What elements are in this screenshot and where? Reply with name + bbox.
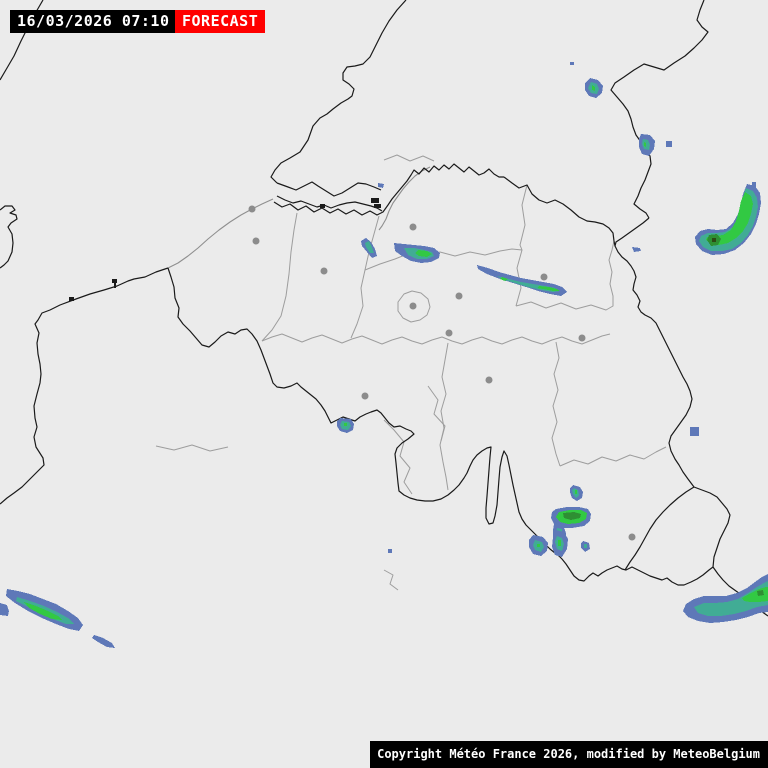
precip-cell-blue bbox=[666, 141, 672, 147]
city-dot bbox=[409, 223, 417, 231]
precip-cell-green bbox=[24, 602, 62, 620]
province-border bbox=[261, 333, 611, 345]
precip-cell-green bbox=[592, 85, 595, 91]
city-dot bbox=[485, 376, 493, 384]
copyright-bar: Copyright Météo France 2026, modified by… bbox=[370, 741, 768, 768]
precip-cell-blue bbox=[388, 549, 392, 553]
precip-cell-green bbox=[706, 192, 753, 245]
country-border bbox=[610, 0, 709, 219]
precip-cell-blue bbox=[570, 62, 574, 65]
province-border bbox=[350, 215, 380, 339]
forecast-badge: FORECAST bbox=[175, 10, 266, 33]
precip-cell-teal bbox=[584, 544, 587, 548]
country-border bbox=[273, 163, 504, 216]
city-dot bbox=[252, 237, 260, 245]
country-border bbox=[276, 195, 383, 212]
country-border bbox=[0, 205, 18, 269]
country-border bbox=[503, 176, 616, 247]
city-dot bbox=[628, 533, 636, 541]
city-dot bbox=[248, 205, 256, 213]
province-border bbox=[397, 290, 431, 323]
coast-mark bbox=[320, 204, 325, 208]
coastline-gray bbox=[378, 166, 431, 231]
city-dot bbox=[361, 392, 369, 400]
precip-cell-blue bbox=[632, 247, 641, 252]
precip-cell-green bbox=[575, 490, 577, 494]
precip-cell-blue bbox=[92, 635, 115, 648]
coast-mark bbox=[374, 204, 381, 208]
precip-cell-green bbox=[558, 540, 561, 546]
precip-cell-blue bbox=[0, 603, 9, 616]
province-border bbox=[515, 240, 615, 311]
province-border bbox=[551, 341, 561, 467]
precip-cell-blue bbox=[378, 183, 384, 188]
province-border bbox=[155, 444, 229, 452]
province-border bbox=[559, 446, 667, 467]
city-dot bbox=[540, 273, 548, 281]
coastline-gray bbox=[167, 198, 274, 269]
city-dot bbox=[455, 292, 463, 300]
province-border bbox=[383, 569, 399, 591]
province-border bbox=[383, 419, 413, 495]
province-border bbox=[427, 385, 446, 442]
coast-mark bbox=[69, 297, 74, 301]
country-border bbox=[167, 267, 714, 586]
city-dot bbox=[578, 334, 586, 342]
precip-cell-teal bbox=[694, 581, 768, 616]
precip-cell-green bbox=[537, 544, 540, 547]
precip-cell-dark bbox=[757, 590, 764, 596]
country-border bbox=[614, 217, 695, 488]
country-border bbox=[624, 486, 695, 571]
precip-cell-green bbox=[344, 423, 347, 426]
coast-mark bbox=[114, 283, 116, 288]
country-border bbox=[270, 0, 407, 184]
precip-cell-teal bbox=[365, 241, 374, 253]
precip-cell-blue bbox=[690, 427, 699, 436]
city-dot bbox=[445, 329, 453, 337]
coast-mark bbox=[371, 198, 379, 203]
precip-cell-green bbox=[500, 277, 508, 281]
timestamp-box: 16/03/2026 07:10 bbox=[10, 10, 177, 33]
country-border bbox=[0, 267, 169, 505]
precip-cell-green bbox=[415, 250, 432, 257]
province-border bbox=[439, 342, 449, 491]
coast-mark bbox=[112, 279, 117, 283]
province-border bbox=[515, 184, 528, 307]
precip-cell-green bbox=[537, 286, 560, 291]
city-dot bbox=[409, 302, 417, 310]
country-border bbox=[693, 486, 731, 568]
province-border bbox=[364, 248, 523, 271]
country-border bbox=[276, 181, 382, 197]
province-border bbox=[261, 212, 298, 342]
province-border bbox=[383, 154, 435, 162]
precip-cell-darkest bbox=[712, 238, 716, 242]
precip-cell-dark bbox=[563, 512, 581, 520]
precip-cell-green bbox=[644, 142, 646, 147]
city-dot bbox=[320, 267, 328, 275]
